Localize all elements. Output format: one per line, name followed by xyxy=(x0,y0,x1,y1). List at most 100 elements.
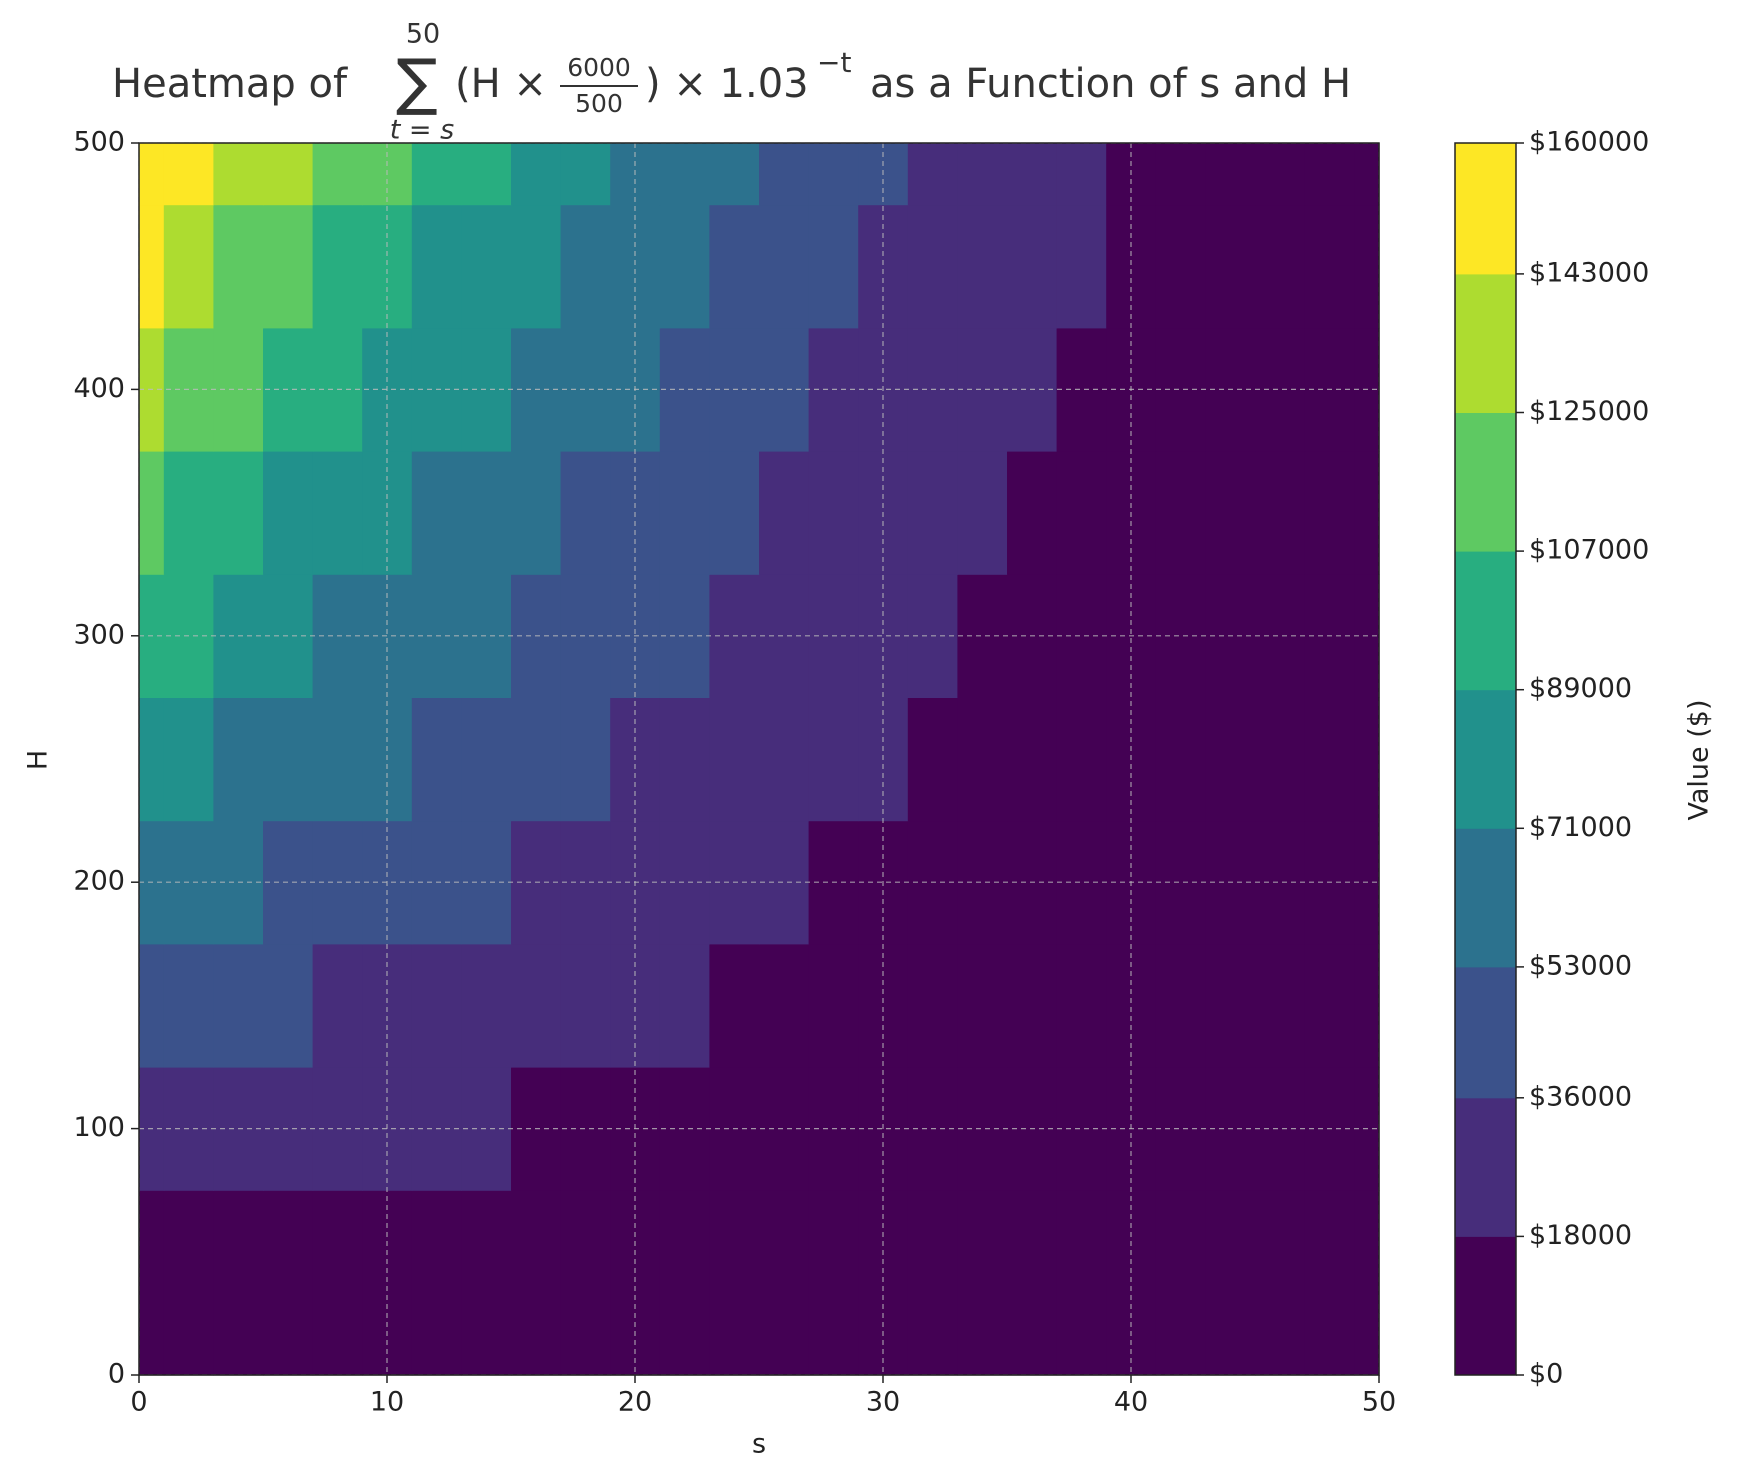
heat-cell xyxy=(1304,143,1355,206)
heat-cell xyxy=(1155,204,1206,329)
heat-cell xyxy=(1354,451,1380,575)
heat-cell xyxy=(213,943,264,1068)
title-lead: Heatmap of xyxy=(112,61,348,107)
colorbar-tick-label: $36000 xyxy=(1529,1081,1632,1112)
heat-cell xyxy=(709,143,760,206)
heat-cell xyxy=(1205,143,1256,206)
heat-cell xyxy=(957,574,1008,698)
heat-cell xyxy=(1354,1190,1380,1314)
title-exponent: −t xyxy=(817,46,851,79)
heat-cell xyxy=(312,143,363,206)
heat-cell xyxy=(1205,943,1256,1068)
y-tick-label: 500 xyxy=(73,127,125,158)
heat-cell xyxy=(560,574,611,698)
heat-cell xyxy=(1056,820,1107,945)
heat-cell xyxy=(1255,327,1306,452)
x-tick-label: 50 xyxy=(1362,1387,1396,1418)
heat-cell xyxy=(659,327,710,452)
heat-cell xyxy=(1255,143,1306,206)
colorbar-band xyxy=(1455,412,1516,552)
heat-cell xyxy=(957,143,1008,206)
colorbar-band xyxy=(1455,689,1516,829)
heat-cell xyxy=(1304,1313,1355,1376)
heat-cell xyxy=(808,943,859,1068)
heat-cell xyxy=(263,1313,314,1376)
heat-cell xyxy=(139,1190,165,1314)
heat-cell xyxy=(1255,1313,1306,1376)
heat-cell xyxy=(461,943,512,1068)
heat-cell xyxy=(759,1190,810,1314)
heat-cell xyxy=(957,943,1008,1068)
heat-cell xyxy=(461,451,512,575)
heat-cell xyxy=(1205,1190,1256,1314)
heat-cell xyxy=(1304,697,1355,822)
heat-cell xyxy=(957,697,1008,822)
heat-cell xyxy=(1007,943,1058,1068)
y-tick-label: 0 xyxy=(108,1359,125,1390)
heat-cell xyxy=(263,204,314,329)
heat-cell xyxy=(263,143,314,206)
heat-cell xyxy=(957,327,1008,452)
heat-cell xyxy=(263,451,314,575)
heat-cell xyxy=(560,204,611,329)
heat-cell xyxy=(1007,143,1058,206)
title-tail: as a Function of s and H xyxy=(870,61,1351,107)
heat-cell xyxy=(659,451,710,575)
colorbar-band xyxy=(1455,551,1516,691)
heat-cell xyxy=(1255,943,1306,1068)
heat-cell xyxy=(1155,697,1206,822)
heat-cell xyxy=(808,1190,859,1314)
heat-cell xyxy=(560,1067,611,1191)
heat-cell xyxy=(808,451,859,575)
heat-cell xyxy=(511,697,562,822)
heat-cell xyxy=(709,1313,760,1376)
colorbar-tick-label: $143000 xyxy=(1529,257,1649,288)
heat-cell xyxy=(1155,143,1206,206)
heat-cell xyxy=(1056,204,1107,329)
heat-cell xyxy=(1304,1190,1355,1314)
heat-cell xyxy=(907,1313,958,1376)
heat-cell xyxy=(163,451,214,575)
heat-cell xyxy=(1007,1190,1058,1314)
heat-cell xyxy=(1255,1190,1306,1314)
heat-cell xyxy=(709,451,760,575)
heat-cell xyxy=(759,943,810,1068)
heat-cell xyxy=(213,143,264,206)
heat-cell xyxy=(709,1190,760,1314)
heat-cell xyxy=(411,697,462,822)
heat-cell xyxy=(957,1067,1008,1191)
heat-cell xyxy=(659,1190,710,1314)
heat-cell xyxy=(709,943,760,1068)
heat-cell xyxy=(1255,697,1306,822)
heat-cell xyxy=(312,943,363,1068)
heat-cell xyxy=(1155,820,1206,945)
heat-cell xyxy=(709,697,760,822)
heat-cell xyxy=(139,143,165,206)
x-tick-label: 10 xyxy=(370,1387,404,1418)
heat-cell xyxy=(411,943,462,1068)
x-axis-label: s xyxy=(752,1429,766,1460)
heat-cell xyxy=(808,204,859,329)
heat-cell xyxy=(263,1190,314,1314)
heat-cell xyxy=(163,143,214,206)
heat-cell xyxy=(511,1313,562,1376)
heat-cell xyxy=(1304,943,1355,1068)
colorbar-frame xyxy=(1454,142,1517,1376)
y-tick-label: 200 xyxy=(73,866,125,897)
heat-cell xyxy=(560,820,611,945)
heat-cell xyxy=(957,204,1008,329)
title-sigma: ∑ xyxy=(396,45,438,118)
heat-cell xyxy=(461,820,512,945)
heat-cell xyxy=(312,204,363,329)
heat-cell xyxy=(759,327,810,452)
heat-cell xyxy=(560,143,611,206)
colorbar-tick-label: $71000 xyxy=(1529,812,1632,843)
heat-cell xyxy=(213,204,264,329)
heat-cell xyxy=(1354,143,1380,206)
heat-cell xyxy=(1056,574,1107,698)
heat-cell xyxy=(907,204,958,329)
heat-cell xyxy=(560,1190,611,1314)
title-lower: t = s xyxy=(390,115,454,146)
colorbar-band xyxy=(1455,1236,1516,1376)
heat-cell xyxy=(907,697,958,822)
